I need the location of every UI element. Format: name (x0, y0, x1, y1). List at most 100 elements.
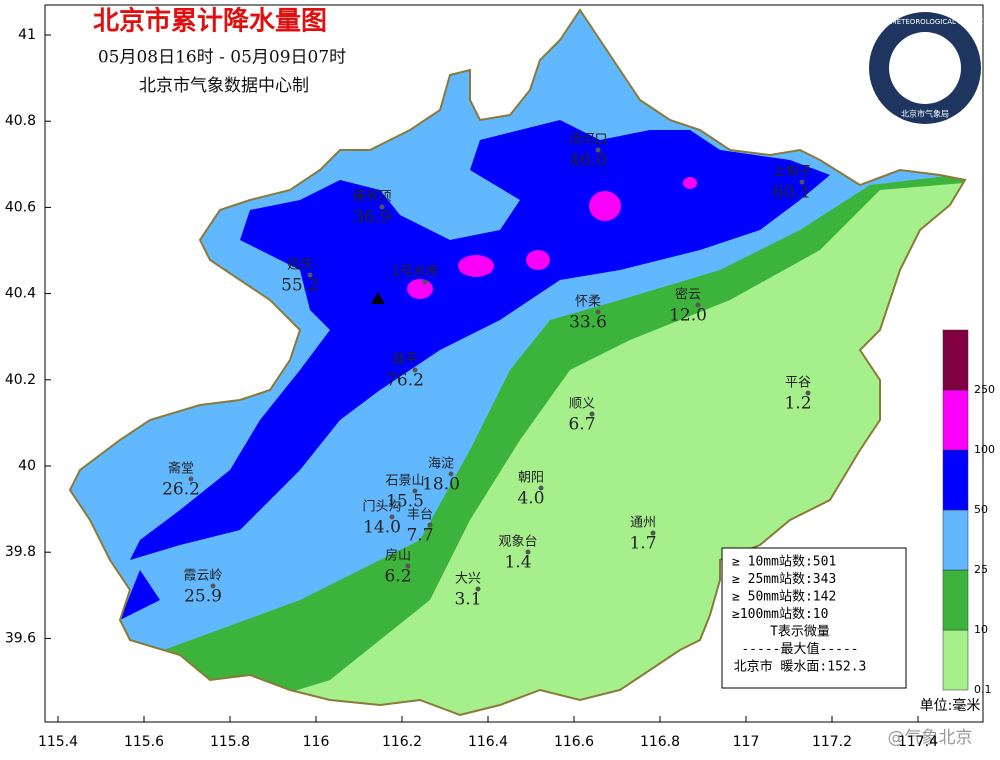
lon-label: 115.8 (210, 734, 250, 750)
field-100-250 (589, 191, 621, 221)
station-name: 怀柔 (575, 295, 601, 310)
station-value: 1.7 (629, 534, 656, 554)
station-dot (405, 563, 411, 569)
station-name: 1号水库 (391, 264, 438, 280)
station-name: 门头沟 (362, 500, 401, 515)
station-name: 佛爷顶 (352, 190, 391, 205)
station-dot (650, 530, 656, 536)
station-name: 霞云岭 (183, 569, 222, 584)
station-dot (210, 583, 216, 589)
lon-label: 117.2 (812, 734, 852, 750)
field-50-100 (120, 120, 830, 620)
logo-cn: 北京市气象局 (901, 109, 949, 119)
station-value: 76.2 (386, 371, 424, 391)
stats-line: ≥ 50mm站数:142 (732, 590, 836, 605)
station-dot (525, 549, 531, 555)
stats-line: ≥100mm站数:10 (732, 607, 828, 622)
scale-swatch (942, 449, 969, 511)
station-name: 平谷 (785, 376, 811, 391)
logo-inner (889, 32, 961, 104)
station-name: 汤河口 (568, 133, 607, 148)
station-dot (389, 514, 395, 520)
scale-label: 0.1 (974, 683, 992, 696)
station-value: 6.2 (384, 567, 411, 587)
station-value: 18.0 (422, 475, 460, 495)
period: 05月08日16时 - 05月09日07时 (98, 48, 346, 68)
station-value: 14.0 (363, 518, 401, 538)
station-dot (448, 471, 454, 477)
station-name: 延庆 (287, 258, 313, 273)
field-100-250 (407, 279, 433, 299)
station-name: 大兴 (455, 572, 481, 587)
station-dot (422, 279, 428, 285)
lat-label: 41 (18, 27, 36, 43)
station-value: 12.0 (669, 306, 707, 326)
station-name: 上甸子 (772, 165, 811, 180)
lat-label: 39.6 (5, 630, 36, 646)
stats-line: ≥ 25mm站数:343 (732, 572, 836, 587)
station-dot (799, 179, 805, 185)
stats-line: T表示微量 (770, 625, 830, 640)
scale-swatch (942, 569, 969, 631)
station-dot (412, 488, 418, 494)
stats-box (721, 547, 907, 689)
lat-label: 40.4 (5, 286, 36, 302)
station-name: 昌平 (392, 353, 418, 368)
station-dot (427, 522, 433, 528)
station-value: 15.5 (386, 492, 424, 512)
station-value: 1.2 (784, 394, 811, 414)
station-dot (695, 302, 701, 308)
stats-line: -----最大值----- (741, 641, 858, 657)
title: 北京市累计降水量图 (93, 6, 327, 37)
station-value: 3.1 (454, 590, 481, 610)
scale-swatch (942, 389, 969, 451)
station-value: 25.9 (184, 587, 222, 607)
lon-label: 115.6 (124, 734, 164, 750)
scale-label: 100 (974, 443, 995, 456)
lat-label: 40.8 (5, 113, 36, 129)
lon-label: 116.6 (554, 734, 594, 750)
station-dot (595, 147, 601, 153)
station-dot (307, 272, 313, 278)
scale-label: 250 (974, 383, 995, 396)
lat-label: 39.8 (5, 544, 36, 560)
station-name: 密云 (675, 287, 701, 303)
station-dot (589, 411, 595, 417)
station-dot (805, 390, 811, 396)
station-name: 房山 (385, 548, 411, 564)
stats-line: 北京市 暖水面:152.3 (734, 659, 867, 675)
station-name: 顺义 (569, 397, 595, 412)
logo-en: BEIJING METEOROLOGICAL SERVICE (862, 18, 987, 26)
lon-label: 116.2 (382, 734, 422, 750)
scale-label: 10 (974, 623, 988, 636)
station-name: 朝阳 (518, 471, 544, 486)
logo: BEIJING METEOROLOGICAL SERVICE 北京市气象局 (862, 12, 988, 124)
stats-line: ≥ 10mm站数:501 (732, 555, 836, 570)
station-value: 46.0 (569, 151, 607, 171)
station-value: 26.2 (162, 480, 200, 500)
station-value: 7.7 (406, 526, 433, 546)
lat-label: 40.2 (5, 372, 36, 388)
unit: 单位:毫米 (920, 697, 981, 714)
scale-swatch (942, 509, 969, 571)
field-100-250 (458, 255, 494, 277)
producer: 北京市气象数据中心制 (139, 76, 309, 96)
field-100-250 (526, 250, 550, 270)
lon-label: 116.8 (640, 734, 680, 750)
station-value: 55.2 (281, 276, 319, 296)
station-value: 1.4 (504, 553, 531, 573)
station-value: 4.0 (517, 489, 544, 509)
station-name: 丰台 (407, 508, 433, 523)
station-value: 36.9 (353, 208, 391, 228)
lon-label: 117.4 (898, 734, 938, 750)
station-name: 石景山 (385, 474, 424, 489)
station-value: 60.1 (773, 183, 811, 203)
scale-label: 50 (974, 503, 988, 516)
station-dot (595, 309, 601, 315)
lat-label: 40.6 (5, 199, 36, 215)
station-name: 通州 (630, 516, 656, 531)
peak-marker (371, 292, 385, 304)
lon-label: 116.4 (468, 734, 508, 750)
lat-label: 40 (18, 458, 36, 474)
